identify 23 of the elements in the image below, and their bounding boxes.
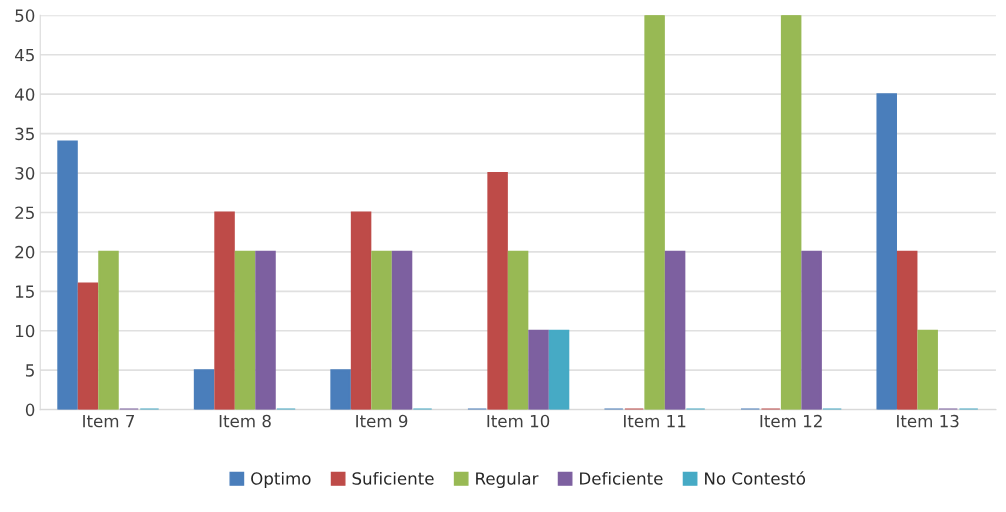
y-tick-label: 15 xyxy=(16,285,34,298)
x-tick-label: Item 13 xyxy=(897,414,959,428)
legend-label: Regular xyxy=(476,471,539,489)
x-tick-label: Item 8 xyxy=(219,414,271,428)
legend-label: Deficiente xyxy=(580,471,663,485)
y-tick-label: 25 xyxy=(15,206,34,220)
legend-label: Suficiente xyxy=(352,471,434,485)
y-tick-label: 50 xyxy=(15,9,35,22)
y-tick-label: 45 xyxy=(14,48,34,62)
y-tick-label: 5 xyxy=(26,364,34,377)
legend-label: No Contestó xyxy=(705,471,806,485)
y-tick-label: 20 xyxy=(15,245,35,259)
y-tick-label: 30 xyxy=(15,167,35,180)
x-tick-label: Item 10 xyxy=(487,414,550,428)
y-tick-label: 0 xyxy=(25,403,35,417)
x-tick-label: Item 7 xyxy=(83,414,134,428)
x-tick-label: Item 9 xyxy=(356,414,408,428)
y-tick-label: 35 xyxy=(15,127,34,141)
x-tick-label: Item 11 xyxy=(624,414,686,428)
legend-label: Optimo xyxy=(251,471,311,489)
x-tick-label: Item 12 xyxy=(760,414,822,428)
y-tick-label: 40 xyxy=(14,88,35,101)
y-tick-label: 10 xyxy=(16,324,35,338)
